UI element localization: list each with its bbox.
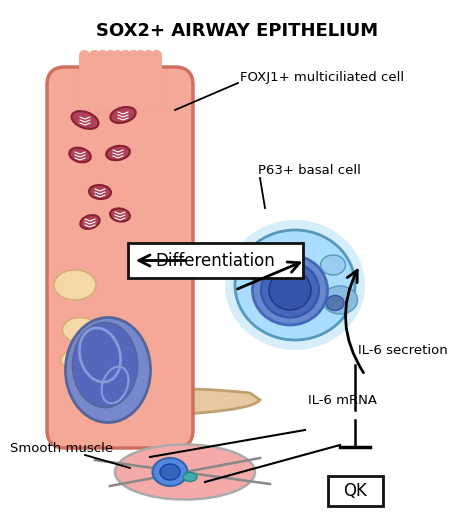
Ellipse shape xyxy=(322,286,357,314)
Ellipse shape xyxy=(110,107,136,123)
Ellipse shape xyxy=(72,111,99,129)
Ellipse shape xyxy=(106,146,130,160)
FancyBboxPatch shape xyxy=(47,67,193,448)
Ellipse shape xyxy=(89,185,111,199)
Ellipse shape xyxy=(54,270,96,300)
Ellipse shape xyxy=(80,215,100,229)
Text: Differentiation: Differentiation xyxy=(155,251,275,269)
Ellipse shape xyxy=(69,148,91,162)
Ellipse shape xyxy=(253,255,328,325)
Ellipse shape xyxy=(115,444,255,500)
Ellipse shape xyxy=(63,318,98,343)
Text: IL-6 mRNA: IL-6 mRNA xyxy=(308,393,377,406)
Text: Smooth muscle: Smooth muscle xyxy=(10,442,113,455)
Ellipse shape xyxy=(110,208,130,222)
Ellipse shape xyxy=(73,323,137,407)
FancyBboxPatch shape xyxy=(128,243,303,278)
FancyBboxPatch shape xyxy=(328,476,383,506)
Ellipse shape xyxy=(225,220,365,350)
Text: IL-6 secretion: IL-6 secretion xyxy=(358,344,448,357)
Ellipse shape xyxy=(160,464,180,480)
Ellipse shape xyxy=(183,472,197,482)
Ellipse shape xyxy=(65,318,151,423)
Ellipse shape xyxy=(269,270,311,310)
Ellipse shape xyxy=(326,295,344,310)
Text: QK: QK xyxy=(344,482,367,500)
Ellipse shape xyxy=(320,255,346,275)
Ellipse shape xyxy=(61,350,89,370)
Ellipse shape xyxy=(235,230,355,340)
Ellipse shape xyxy=(153,458,188,486)
Text: FOXJ1+ multiciliated cell: FOXJ1+ multiciliated cell xyxy=(240,71,404,85)
Ellipse shape xyxy=(261,263,319,318)
Text: SOX2+ AIRWAY EPITHELIUM: SOX2+ AIRWAY EPITHELIUM xyxy=(96,22,378,40)
PathPatch shape xyxy=(60,389,260,418)
Text: P63+ basal cell: P63+ basal cell xyxy=(258,164,361,176)
